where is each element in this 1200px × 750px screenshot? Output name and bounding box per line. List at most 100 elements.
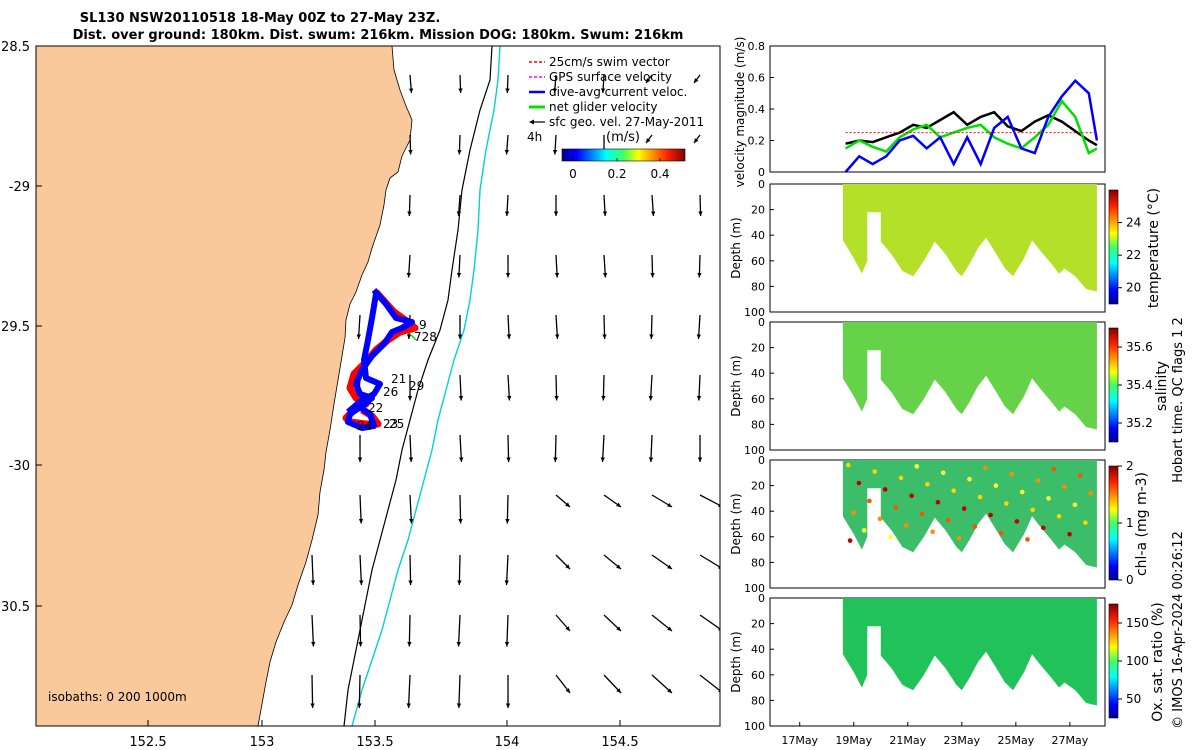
velocity-arrowhead bbox=[456, 641, 461, 647]
velocity-arrow bbox=[506, 614, 509, 647]
velocity-arrowhead bbox=[650, 272, 655, 278]
velocity-arrowhead bbox=[667, 688, 672, 693]
map-x-tick-label: 153 bbox=[250, 735, 275, 750]
title-line-1: SL130 NSW20110518 18-May 00Z to 27-May 2… bbox=[80, 11, 441, 26]
colorbar-tick-label: 24 bbox=[1126, 216, 1141, 230]
chla-dot bbox=[1056, 514, 1062, 519]
velocity-arrowhead bbox=[565, 564, 570, 569]
depth-tick-label: 60 bbox=[751, 531, 765, 544]
velocity-arrowhead bbox=[408, 457, 414, 462]
velocity-arrowhead bbox=[552, 149, 558, 155]
velocity-arrowhead bbox=[407, 211, 412, 216]
time-tick-label: 17May bbox=[781, 734, 818, 747]
velocity-arrowhead bbox=[697, 457, 703, 462]
velocity-arrowhead bbox=[504, 580, 509, 585]
velocity-arrowhead bbox=[407, 395, 413, 401]
chla-dot bbox=[972, 524, 978, 529]
chla-dot bbox=[1072, 502, 1078, 508]
chla-colorbar-ticks: 0 1 2 bbox=[1118, 459, 1134, 587]
oxygen-colorbar bbox=[1108, 603, 1119, 719]
chla-dot bbox=[1062, 484, 1067, 490]
velocity-arrowhead bbox=[356, 334, 361, 339]
velocity-arrowhead bbox=[554, 272, 560, 278]
velocity-arrowhead bbox=[646, 78, 651, 83]
velocity-arrowhead bbox=[310, 580, 316, 585]
oxygen-y-axis: 0 20 40 60 80 100 bbox=[744, 592, 774, 733]
day-label: 21 bbox=[391, 372, 406, 386]
day-label: 9 bbox=[419, 318, 427, 332]
salinity-colorbar bbox=[1108, 327, 1119, 443]
map-colorbar-tick-label: 0.4 bbox=[650, 167, 669, 181]
velocity-arrowhead bbox=[409, 518, 414, 524]
velocity-series bbox=[844, 78, 1099, 173]
track-blue bbox=[345, 288, 415, 431]
colorbar-tick-label: 35.4 bbox=[1126, 378, 1153, 392]
velocity-arrowhead bbox=[565, 502, 570, 507]
temperature-ylabel: Depth (m) bbox=[729, 217, 743, 278]
chla-dot bbox=[1046, 496, 1051, 501]
velocity-arrowhead bbox=[648, 457, 654, 462]
map-y-axis: 28.5 -29 29.5 -30 30.5 bbox=[1, 40, 42, 615]
chla-dot bbox=[867, 498, 872, 504]
depth-tick-label: 0 bbox=[758, 178, 765, 191]
depth-tick-label: 40 bbox=[751, 367, 765, 380]
oxygen-colorbar-ticks: 50 100 150 bbox=[1118, 616, 1149, 706]
velocity-arrow bbox=[407, 674, 411, 709]
velocity-arrowhead bbox=[554, 395, 559, 401]
velocity-arrowhead bbox=[310, 703, 315, 708]
isobath-1000m bbox=[351, 46, 501, 726]
title-line-2: Dist. over ground: 180km. Dist. swum: 21… bbox=[73, 28, 684, 43]
velocity-series-line bbox=[844, 98, 1098, 155]
chla-y-axis: 0 20 40 60 80 100 bbox=[744, 454, 774, 595]
velocity-arrowhead bbox=[505, 88, 510, 93]
map-y-tick-label: -29 bbox=[9, 180, 30, 195]
map-x-tick-label: 154 bbox=[495, 735, 520, 750]
depth-tick-label: 80 bbox=[751, 556, 765, 569]
velocity-arrowhead bbox=[457, 580, 462, 585]
velocity-arrowhead bbox=[406, 703, 411, 708]
depth-tick-label: 0 bbox=[758, 316, 765, 329]
velocity-arrowhead bbox=[697, 272, 702, 278]
velocity-arrowhead bbox=[602, 211, 608, 216]
velocity-arrowhead bbox=[408, 88, 414, 93]
depth-tick-label: 0 bbox=[758, 454, 765, 467]
depth-tick-label: 100 bbox=[744, 582, 765, 595]
track-red bbox=[342, 289, 419, 428]
velocity-arrowhead bbox=[616, 564, 621, 569]
temperature-y-axis: 0 20 40 60 80 100 bbox=[744, 178, 774, 319]
velocity-arrowhead bbox=[555, 334, 560, 339]
velocity-arrowhead bbox=[357, 457, 363, 462]
velocity-arrowhead bbox=[507, 395, 512, 401]
chla-dot bbox=[967, 476, 972, 482]
velocity-arrowhead bbox=[667, 502, 672, 507]
chla-dot bbox=[935, 499, 941, 505]
track-green bbox=[409, 333, 417, 341]
velocity-arrow bbox=[311, 674, 314, 709]
velocity-arrowhead bbox=[667, 626, 672, 631]
legend-swim: 25cm/s swim vector bbox=[549, 55, 670, 69]
map-x-tick-label: 153.5 bbox=[356, 735, 393, 750]
depth-tick-label: 20 bbox=[751, 204, 765, 217]
day-label: 22 bbox=[368, 401, 383, 415]
temperature-panel: 0 20 40 60 80 100 Depth (m) 20 22 24 temperatur… bbox=[729, 178, 1162, 319]
day-label: 26 bbox=[383, 385, 398, 399]
velocity-arrowhead bbox=[552, 88, 558, 93]
map-y-tick-label: 29.5 bbox=[1, 320, 30, 335]
colorbar-tick-label: 100 bbox=[1126, 654, 1149, 668]
map-x-tick-label: 152.5 bbox=[129, 735, 166, 750]
velocity-arrow bbox=[601, 434, 605, 463]
salinity-section bbox=[842, 322, 1097, 430]
velocity-arrowhead bbox=[456, 703, 462, 708]
legend-net: net glider velocity bbox=[549, 100, 657, 114]
chla-dot bbox=[861, 528, 867, 533]
chla-colorbar-label: chl-a (mg m-3) bbox=[1134, 472, 1150, 576]
day-label: 728 bbox=[414, 330, 437, 344]
map-colorbar bbox=[561, 148, 686, 162]
depth-tick-label: 60 bbox=[751, 669, 765, 682]
chla-dots bbox=[846, 462, 1093, 543]
chla-dot bbox=[998, 530, 1004, 536]
velocity-arrowhead bbox=[504, 641, 510, 647]
chla-dot bbox=[914, 464, 920, 469]
depth-tick-label: 20 bbox=[751, 618, 765, 631]
time-axis: 17May 19May 21May 23May 25May 27May bbox=[781, 722, 1089, 747]
